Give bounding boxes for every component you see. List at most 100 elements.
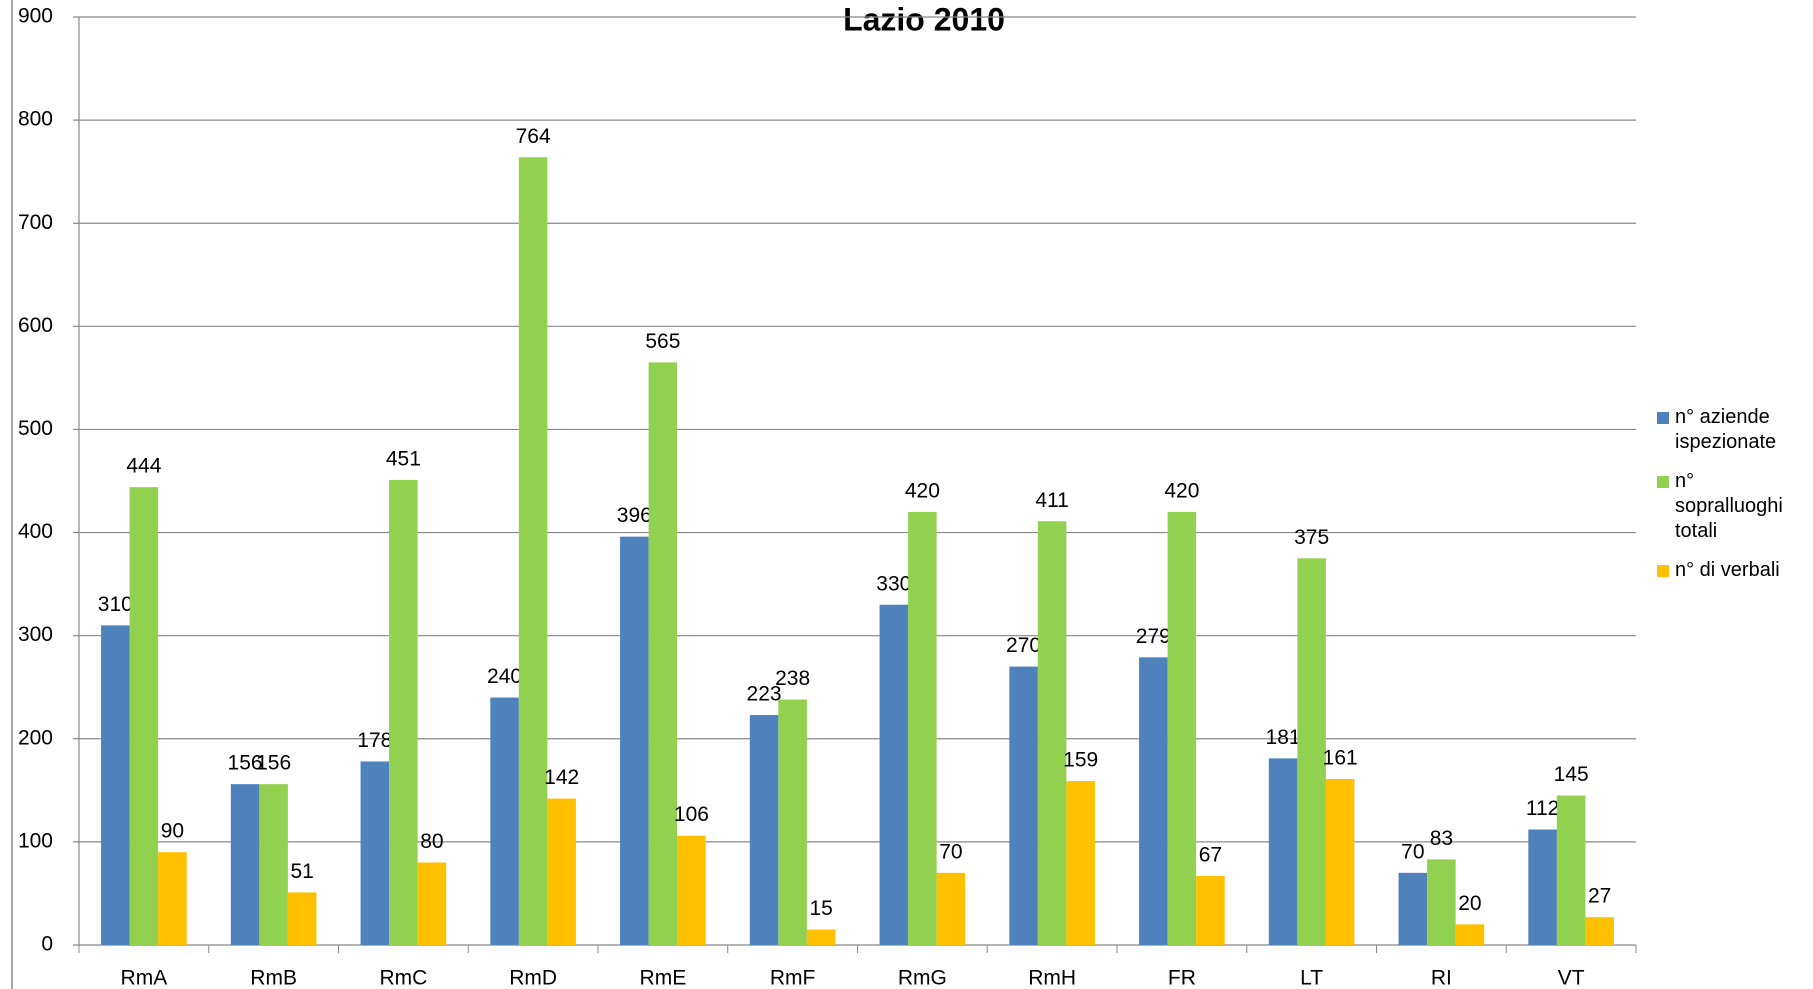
bar <box>1139 657 1168 945</box>
data-label: 27 <box>1588 885 1611 908</box>
legend-item: n° sopralluoghi totali <box>1655 469 1805 544</box>
data-label: 330 <box>876 572 911 595</box>
data-label: 20 <box>1458 892 1481 915</box>
data-label: 70 <box>939 840 962 863</box>
bar <box>1398 872 1428 945</box>
bar <box>518 157 548 946</box>
data-label: 67 <box>1199 843 1222 866</box>
y-tick-label: 400 <box>18 520 53 543</box>
bar <box>259 784 288 945</box>
x-tick-label: RmH <box>1028 967 1076 989</box>
bar <box>1297 558 1326 945</box>
x-tick-label: RmD <box>509 967 557 989</box>
legend-swatch <box>1657 412 1669 424</box>
bar <box>648 362 678 945</box>
y-tick-label: 100 <box>18 829 53 852</box>
legend-label: n° di verbali <box>1675 559 1780 581</box>
y-tick-label: 0 <box>41 933 53 956</box>
bar <box>908 511 937 945</box>
bar <box>936 872 966 945</box>
bar <box>879 604 909 945</box>
data-label: 70 <box>1401 840 1424 863</box>
data-label: 270 <box>1006 634 1041 657</box>
data-label: 142 <box>544 766 579 789</box>
y-tick-label: 300 <box>18 623 53 646</box>
bar <box>1528 829 1557 945</box>
data-label: 161 <box>1323 747 1358 770</box>
bar <box>360 761 390 945</box>
x-tick-label: RmE <box>640 967 687 989</box>
x-tick-label: RI <box>1431 967 1452 989</box>
bar <box>1325 778 1355 945</box>
data-label: 444 <box>126 455 161 478</box>
bar <box>1167 511 1197 945</box>
data-label: 80 <box>420 830 443 853</box>
bar <box>158 852 187 945</box>
x-tick-label: RmC <box>379 967 427 989</box>
data-label: 310 <box>98 593 133 616</box>
y-tick-label: 600 <box>18 314 53 337</box>
bar <box>677 835 706 945</box>
bar <box>389 479 418 945</box>
bar <box>806 929 836 945</box>
bar <box>1455 924 1485 945</box>
bar <box>620 536 649 945</box>
legend-item: n° aziende ispezionate <box>1655 405 1805 455</box>
data-label: 83 <box>1430 827 1453 850</box>
bar <box>749 715 779 945</box>
data-label: 396 <box>617 504 652 527</box>
y-tick-label: 200 <box>18 726 53 749</box>
data-label: 240 <box>487 665 522 688</box>
data-label: 238 <box>775 667 810 690</box>
bar <box>1556 795 1586 945</box>
legend: n° aziende ispezionate n° sopralluoghi to… <box>1655 405 1805 597</box>
bar <box>1427 859 1456 945</box>
legend-swatch <box>1657 565 1669 577</box>
bar <box>230 784 260 945</box>
data-label: 375 <box>1294 526 1329 549</box>
y-tick-label: 500 <box>18 417 53 440</box>
x-tick-label: RmB <box>250 967 297 989</box>
x-tick-label: RmF <box>770 967 816 989</box>
data-label: 451 <box>386 448 421 471</box>
legend-item: n° di verbali <box>1655 558 1805 583</box>
data-label: 106 <box>674 803 709 826</box>
data-label: 420 <box>905 479 940 502</box>
data-label: 279 <box>1136 625 1171 648</box>
bar <box>287 892 317 945</box>
legend-label: n° sopralluoghi totali <box>1675 470 1783 542</box>
bar <box>1585 917 1614 945</box>
data-label: 565 <box>645 330 680 353</box>
data-label: 411 <box>1035 489 1068 512</box>
bar <box>778 699 807 945</box>
bar <box>1009 666 1038 945</box>
x-tick-label: VT <box>1558 967 1585 989</box>
data-label: 223 <box>747 683 782 706</box>
data-label: 764 <box>516 125 551 148</box>
x-tick-label: RmG <box>898 967 947 989</box>
x-tick-label: LT <box>1300 967 1323 989</box>
x-tick-label: RmA <box>121 967 168 989</box>
bar <box>1268 758 1298 945</box>
legend-label: n° aziende ispezionate <box>1675 406 1777 453</box>
data-label: 159 <box>1063 749 1098 772</box>
data-label: 181 <box>1266 726 1301 749</box>
bar <box>547 798 576 945</box>
data-label: 112 <box>1526 797 1559 820</box>
data-label: 156 <box>228 752 263 775</box>
legend-swatch <box>1657 476 1669 488</box>
y-tick-label: 800 <box>18 108 53 131</box>
bar <box>1066 781 1095 945</box>
chart-title: Lazio 2010 <box>843 1 1005 37</box>
bar <box>1037 521 1067 945</box>
bar <box>1196 875 1225 945</box>
data-label: 51 <box>290 860 313 883</box>
bar <box>417 862 447 945</box>
y-tick-label: 900 <box>18 5 53 28</box>
y-tick-label: 700 <box>18 211 53 234</box>
bar <box>101 625 130 945</box>
data-label: 145 <box>1554 763 1589 786</box>
data-label: 156 <box>256 752 291 775</box>
